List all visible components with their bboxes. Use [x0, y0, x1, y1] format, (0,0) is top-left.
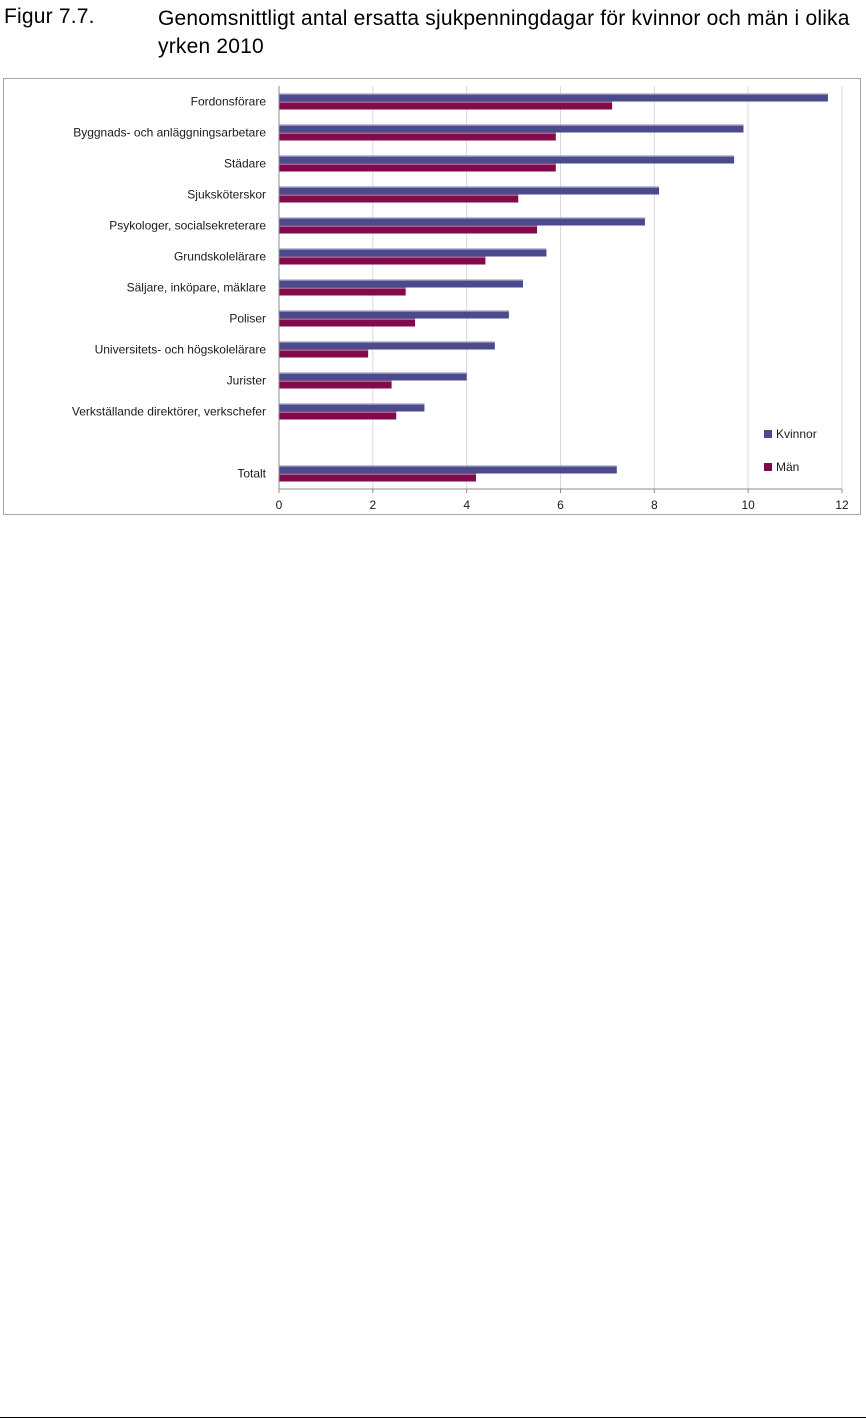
bar-kvinnor — [279, 124, 744, 133]
bar-highlight — [279, 411, 397, 413]
bar-highlight — [279, 310, 509, 312]
category-label: Totalt — [237, 467, 266, 481]
legend-swatch-man — [764, 463, 772, 471]
category-label: Städare — [224, 157, 266, 171]
category-label: Verkställande direktörer, verkschefer — [72, 405, 266, 419]
bar-highlight — [279, 473, 477, 475]
bar-highlight — [279, 163, 556, 165]
bar-kvinnor — [279, 341, 495, 350]
bar-highlight — [279, 124, 744, 126]
category-label: Byggnads- och anläggningsarbetare — [73, 126, 266, 140]
bar-highlight — [279, 403, 425, 405]
bar-highlight — [279, 318, 416, 320]
figure-title: Genomsnittligt antal ersatta sjukpenning… — [158, 7, 850, 58]
bar-highlight — [279, 287, 406, 289]
x-tick-label: 8 — [651, 498, 658, 512]
x-tick-label: 2 — [369, 498, 376, 512]
bar-man — [279, 132, 556, 141]
bar-kvinnor — [279, 186, 660, 195]
figure-label: Figur 7.7. — [4, 5, 95, 28]
bar-man — [279, 194, 519, 203]
bar-kvinnor — [279, 217, 645, 226]
x-tick-label: 12 — [835, 498, 849, 512]
category-label: Psykologer, socialsekreterare — [109, 219, 266, 233]
bar-highlight — [279, 248, 547, 250]
bar-highlight — [279, 256, 486, 258]
bar-man — [279, 473, 477, 482]
bar-highlight — [279, 349, 369, 351]
bar-highlight — [279, 225, 538, 227]
bar-highlight — [279, 194, 519, 196]
bar-kvinnor — [279, 372, 467, 381]
legend-label: Män — [776, 460, 799, 474]
page-bottom-rule — [0, 1417, 866, 1418]
bar-man — [279, 380, 392, 389]
category-label: Fordonsförare — [191, 95, 267, 109]
category-label: Jurister — [227, 374, 266, 388]
bar-highlight — [279, 132, 556, 134]
category-label: Universitets- och högskolelärare — [95, 343, 267, 357]
bar-kvinnor — [279, 310, 509, 319]
bar-kvinnor — [279, 403, 425, 412]
legend-swatch-kvinnor — [764, 430, 772, 438]
bar-highlight — [279, 101, 613, 103]
bar-highlight — [279, 465, 617, 467]
x-tick-label: 0 — [276, 498, 283, 512]
category-label: Grundskolelärare — [174, 250, 266, 264]
bar-chart: Fordonsförare Byggnads- och anläggningsar… — [72, 86, 849, 512]
category-label: Säljare, inköpare, mäklare — [127, 281, 267, 295]
chart-frame: Fordonsförare Byggnads- och anläggningsar… — [3, 78, 861, 515]
bar-man — [279, 287, 406, 296]
bar-man — [279, 256, 486, 265]
bar-highlight — [279, 186, 660, 188]
bar-kvinnor — [279, 465, 617, 474]
bar-man — [279, 101, 613, 110]
bar-kvinnor — [279, 248, 547, 257]
bar-highlight — [279, 380, 392, 382]
bar-man — [279, 411, 397, 420]
bar-highlight — [279, 155, 735, 157]
bar-highlight — [279, 93, 828, 95]
bar-highlight — [279, 341, 495, 343]
bar-highlight — [279, 372, 467, 374]
category-label: Sjuksköterskor — [187, 188, 266, 202]
bar-man — [279, 163, 556, 172]
bar-man — [279, 318, 416, 327]
category-label: Poliser — [229, 312, 266, 326]
bar-highlight — [279, 279, 523, 281]
x-tick-label: 10 — [741, 498, 755, 512]
bar-man — [279, 349, 369, 358]
bar-highlight — [279, 217, 645, 219]
bar-kvinnor — [279, 279, 523, 288]
x-tick-label: 6 — [557, 498, 564, 512]
legend-label: Kvinnor — [776, 427, 817, 441]
bar-man — [279, 225, 538, 234]
bar-kvinnor — [279, 93, 828, 102]
x-tick-label: 4 — [463, 498, 470, 512]
bar-kvinnor — [279, 155, 735, 164]
